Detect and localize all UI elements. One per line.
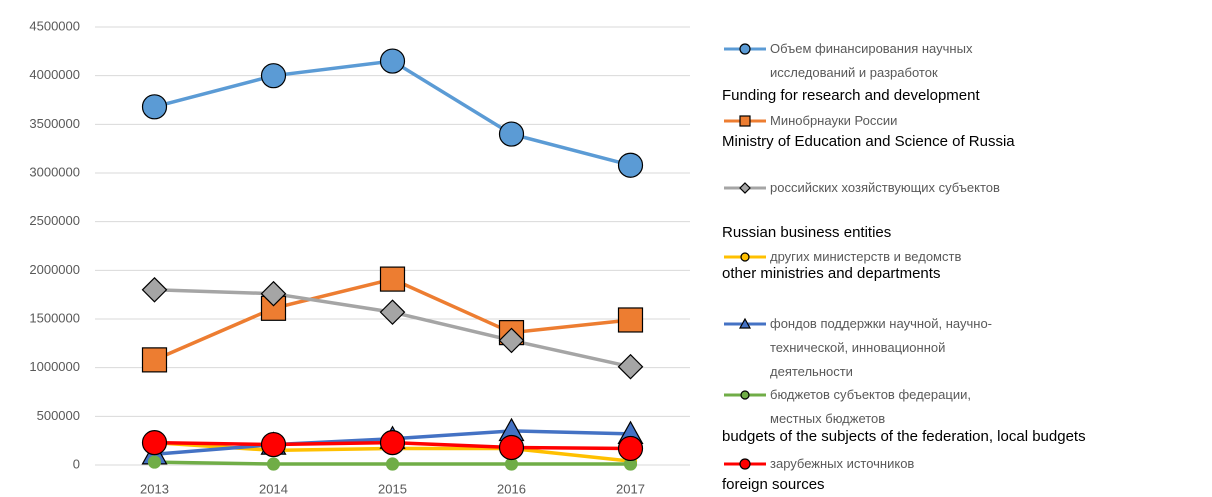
legend-marker <box>739 182 751 194</box>
x-tick-label: 2013 <box>140 481 169 496</box>
legend-translation: foreign sources <box>722 476 825 493</box>
data-point <box>379 48 406 74</box>
legend-label: других министерств и ведомств <box>770 249 962 264</box>
data-point <box>266 457 281 471</box>
data-point <box>260 280 287 307</box>
data-point <box>141 94 168 120</box>
legend-marker <box>739 43 751 55</box>
y-tick-label: 2000000 <box>29 262 80 277</box>
y-tick-label: 3500000 <box>29 116 80 131</box>
legend-marker <box>740 390 750 400</box>
legend-marker <box>738 317 752 329</box>
data-point <box>385 457 400 471</box>
data-point <box>617 307 644 333</box>
data-point <box>617 435 644 462</box>
data-point <box>141 430 168 456</box>
y-tick-label: 1000000 <box>29 359 80 374</box>
x-tick-label: 2014 <box>259 481 288 496</box>
legend-translation: other ministries and departments <box>722 265 941 282</box>
legend-marker <box>739 458 751 470</box>
data-point <box>498 327 525 354</box>
y-tick-label: 0 <box>73 456 80 471</box>
data-point <box>147 455 162 469</box>
legend-label: российских хозяйствующих субъектов <box>770 180 1000 195</box>
data-point <box>260 295 287 321</box>
legend-label: зарубежных источников <box>770 456 915 471</box>
y-tick-label: 1500000 <box>29 310 80 325</box>
series-line <box>154 59 631 167</box>
legend-translation: budgets of the subjects of the federatio… <box>722 428 1086 445</box>
x-tick-label: 2016 <box>497 481 526 496</box>
data-point <box>379 299 406 326</box>
data-point <box>260 63 287 89</box>
x-tick-label: 2017 <box>616 481 645 496</box>
data-point <box>379 266 406 292</box>
data-point <box>617 353 644 380</box>
legend-translation: Ministry of Education and Science of Rus… <box>722 133 1015 150</box>
data-point <box>141 347 168 373</box>
data-point <box>260 431 287 458</box>
legend-marker <box>740 252 750 262</box>
legend-label: Объем финансирования научных исследовани… <box>770 41 973 80</box>
y-tick-label: 500000 <box>37 408 80 423</box>
data-point <box>498 121 525 147</box>
legend-translation: Funding for research and development <box>722 87 980 104</box>
data-point <box>617 152 644 178</box>
data-point <box>379 430 406 456</box>
x-tick-label: 2015 <box>378 481 407 496</box>
y-tick-label: 4500000 <box>29 18 80 33</box>
y-tick-label: 2500000 <box>29 213 80 228</box>
data-point <box>498 434 525 461</box>
y-tick-label: 3000000 <box>29 164 80 179</box>
legend-label: фондов поддержки научной, научно- технич… <box>770 316 993 379</box>
legend-label: Минобрнауки России <box>770 113 898 128</box>
legend-marker <box>739 115 751 127</box>
legend-label: бюджетов субъектов федерации, местных бю… <box>770 387 971 426</box>
data-point <box>141 276 168 303</box>
y-tick-label: 4000000 <box>29 67 80 82</box>
legend-translation: Russian business entities <box>722 224 892 241</box>
